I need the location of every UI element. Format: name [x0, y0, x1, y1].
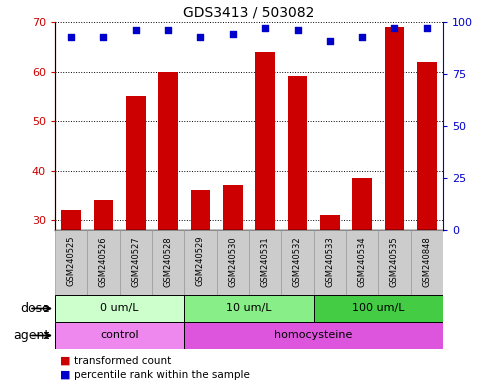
Text: percentile rank within the sample: percentile rank within the sample — [74, 370, 250, 380]
Text: ■: ■ — [60, 370, 71, 380]
Bar — [55, 295, 185, 322]
Text: homocysteine: homocysteine — [274, 331, 353, 341]
Text: GSM240533: GSM240533 — [326, 236, 334, 286]
Point — [99, 33, 107, 40]
Point — [326, 38, 334, 44]
Title: GDS3413 / 503082: GDS3413 / 503082 — [184, 5, 315, 20]
Bar — [346, 230, 378, 295]
Bar — [126, 96, 145, 230]
Text: GSM240529: GSM240529 — [196, 236, 205, 286]
Bar — [158, 71, 178, 230]
Point — [358, 33, 366, 40]
Bar — [87, 230, 120, 295]
Point — [164, 27, 172, 33]
Bar — [256, 52, 275, 230]
Bar — [411, 230, 443, 295]
Point — [391, 25, 398, 31]
Point — [423, 25, 431, 31]
Bar — [281, 230, 313, 295]
Point — [294, 27, 301, 33]
Bar — [61, 210, 81, 230]
Text: GSM240531: GSM240531 — [261, 236, 270, 286]
Bar — [320, 215, 340, 230]
Bar — [249, 230, 281, 295]
Bar — [191, 190, 210, 230]
Text: GSM240848: GSM240848 — [422, 236, 431, 286]
Text: 100 um/L: 100 um/L — [352, 303, 405, 313]
Bar — [313, 295, 443, 322]
Text: ■: ■ — [60, 356, 71, 366]
Bar — [385, 27, 404, 230]
Text: control: control — [100, 331, 139, 341]
Bar — [185, 322, 443, 349]
Text: GSM240526: GSM240526 — [99, 236, 108, 286]
Bar — [152, 230, 185, 295]
Point — [197, 33, 204, 40]
Text: 0 um/L: 0 um/L — [100, 303, 139, 313]
Point — [229, 31, 237, 38]
Bar — [288, 76, 307, 230]
Bar — [378, 230, 411, 295]
Bar — [417, 61, 437, 230]
Bar — [185, 295, 313, 322]
Text: GSM240534: GSM240534 — [358, 236, 367, 286]
Text: transformed count: transformed count — [74, 356, 171, 366]
Text: dose: dose — [20, 302, 50, 315]
Text: GSM240535: GSM240535 — [390, 236, 399, 286]
Bar — [313, 230, 346, 295]
Point — [132, 27, 140, 33]
Bar — [217, 230, 249, 295]
Point — [67, 33, 75, 40]
Text: agent: agent — [14, 329, 50, 342]
Bar — [55, 322, 185, 349]
Text: GSM240528: GSM240528 — [164, 236, 172, 286]
Bar — [223, 185, 242, 230]
Bar — [55, 230, 87, 295]
Bar — [120, 230, 152, 295]
Text: GSM240527: GSM240527 — [131, 236, 141, 286]
Text: GSM240530: GSM240530 — [228, 236, 237, 286]
Text: GSM240532: GSM240532 — [293, 236, 302, 286]
Bar — [94, 200, 113, 230]
Point — [261, 25, 269, 31]
Bar — [353, 178, 372, 230]
Text: GSM240525: GSM240525 — [67, 236, 76, 286]
Text: 10 um/L: 10 um/L — [226, 303, 272, 313]
Bar — [185, 230, 217, 295]
